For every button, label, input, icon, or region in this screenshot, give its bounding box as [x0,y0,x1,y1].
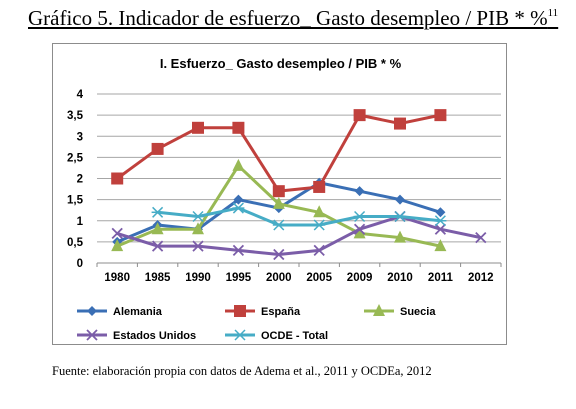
data-point-alemania [435,207,445,217]
y-tick-label: 0 [77,258,83,270]
x-tick-label: 2000 [266,272,292,284]
data-point-ocde-total [313,220,325,230]
legend-label-alemania: Alemania [113,306,163,318]
y-tick-label: 3 [77,131,83,143]
x-tick-label: 2010 [387,272,413,284]
footnote-number: 11 [548,7,559,19]
chart-area: I. Esfuerzo_ Gasto desempleo / PIB * % 0… [52,43,507,345]
data-point-suecia [232,159,244,171]
x-tick-label: 1990 [185,272,211,284]
data-point-espana [354,109,366,121]
legend-label-espana: España [261,306,301,318]
x-tick-label: 2005 [306,272,332,284]
legend-marker-ocde-total [234,330,246,340]
data-point-ocde-total [354,212,366,222]
figure-heading: Gráfico 5. Indicador de esfuerzo_ Gasto … [28,6,558,31]
series-espana [111,109,446,197]
legend-item-espana: España [225,305,301,318]
data-point-espana [232,122,244,134]
data-point-espana [434,109,446,121]
y-tick-label: 1,5 [67,195,84,207]
legend-marker-espana [234,305,246,317]
x-tick-label: 2009 [347,272,373,284]
legend-label-ocde-total: OCDE - Total [261,330,328,342]
y-tick-label: 1 [77,216,84,228]
y-tick-label: 0,5 [67,237,84,249]
line-chart: I. Esfuerzo_ Gasto desempleo / PIB * % 0… [53,44,508,346]
legend-item-alemania: Alemania [77,306,163,318]
data-point-espana [111,173,123,185]
legend: Alemania España Suecia Estados Unidos OCDE -… [77,304,436,342]
data-point-ocde-total [394,212,406,222]
data-point-espana [152,143,164,155]
y-tick-label: 2 [77,174,83,186]
data-point-alemania [395,195,405,205]
y-tick-label: 2,5 [67,152,84,164]
series-layer [111,109,486,259]
figure-heading-text: Gráfico 5. Indicador de esfuerzo_ Gasto … [28,6,548,30]
x-tick-label: 1995 [226,272,252,284]
x-tick-label: 2012 [468,272,494,284]
data-point-ocde-total [152,207,164,217]
legend-marker-alemania [87,306,97,316]
x-tick-label: 1985 [145,272,171,284]
legend-item-ocde-total: OCDE - Total [225,330,328,342]
data-point-alemania [355,186,365,196]
x-tick-label: 1980 [104,272,130,284]
chart-title: I. Esfuerzo_ Gasto desempleo / PIB * % [160,56,402,71]
y-tick-label: 4 [77,89,84,101]
data-point-espana [192,122,204,134]
data-point-ocde-total [192,212,204,222]
series-line-estados-unidos [117,217,481,255]
legend-item-estados-unidos: Estados Unidos [77,330,196,342]
data-point-espana [313,181,325,193]
data-point-ocde-total [273,220,285,230]
legend-label-suecia: Suecia [400,306,436,318]
source-note: Fuente: elaboración propia con datos de … [52,364,432,379]
y-tick-label: 3,5 [67,110,84,122]
data-point-espana [273,185,285,197]
legend-item-suecia: Suecia [364,304,436,318]
series-suecia [111,159,446,251]
x-tick-label: 2011 [428,272,454,284]
legend-label-estados-unidos: Estados Unidos [113,330,196,342]
series-line-espana [117,115,440,191]
data-point-espana [394,118,406,130]
